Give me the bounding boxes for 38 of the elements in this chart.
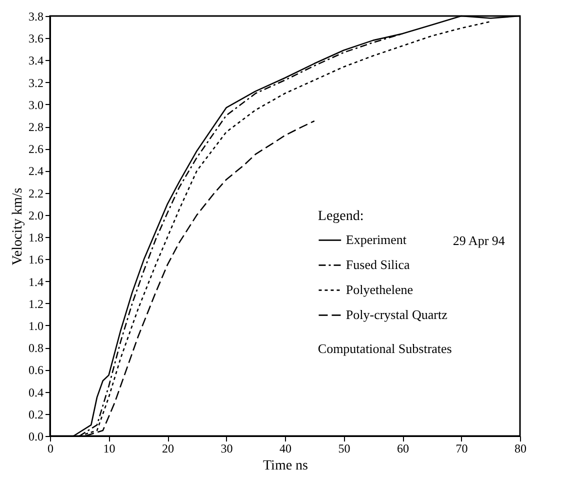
x-tick-label: 20	[162, 442, 174, 456]
annotation: 29 Apr 94	[452, 233, 506, 248]
y-tick-label: 1.0	[28, 318, 44, 333]
x-tick-label: 0	[48, 442, 54, 456]
y-tick-label: 0.6	[28, 363, 44, 378]
x-tick-label: 10	[103, 442, 116, 456]
legend-label: Experiment	[346, 232, 407, 248]
y-tick-label: 3.4	[28, 54, 44, 68]
legend-title: Legend:	[318, 209, 364, 224]
x-tick-label: 50	[338, 442, 350, 456]
y-tick-label: 2.6	[28, 142, 44, 156]
y-tick-label: 0.4	[28, 385, 44, 400]
x-tick-label: 40	[280, 442, 292, 456]
x-axis-title: Time ns	[262, 458, 308, 474]
y-tick-label: 2.2	[28, 186, 44, 200]
y-tick-label: 1.8	[28, 230, 44, 245]
y-tick-label: 2.4	[28, 164, 44, 178]
x-tick-label: 80	[514, 442, 526, 456]
y-tick-label: 0.0	[28, 430, 44, 444]
y-tick-label: 2.8	[28, 120, 44, 134]
annotation: Computational Substrates	[318, 341, 452, 356]
y-tick-label: 3.8	[28, 10, 44, 24]
legend-label: Poly-crystal Quartz	[346, 307, 448, 322]
y-tick-label: 3.2	[28, 76, 44, 90]
y-tick-label: 1.4	[28, 274, 44, 289]
y-tick-label: 1.2	[28, 296, 44, 311]
y-tick-label: 2.0	[28, 208, 44, 222]
y-tick-label: 3.0	[28, 98, 44, 112]
x-tick-label: 30	[220, 442, 233, 456]
y-tick-label: 0.2	[28, 407, 44, 422]
y-axis-title: Velocity km/s	[10, 188, 26, 266]
x-tick-label: 60	[397, 442, 409, 456]
x-tick-label: 70	[456, 442, 468, 456]
legend-label: Polyethelene	[346, 282, 414, 298]
y-tick-label: 1.6	[28, 252, 44, 267]
legend-label: Fused Silica	[346, 257, 410, 272]
y-tick-label: 0.8	[28, 341, 44, 356]
y-tick-label: 3.6	[28, 32, 44, 46]
